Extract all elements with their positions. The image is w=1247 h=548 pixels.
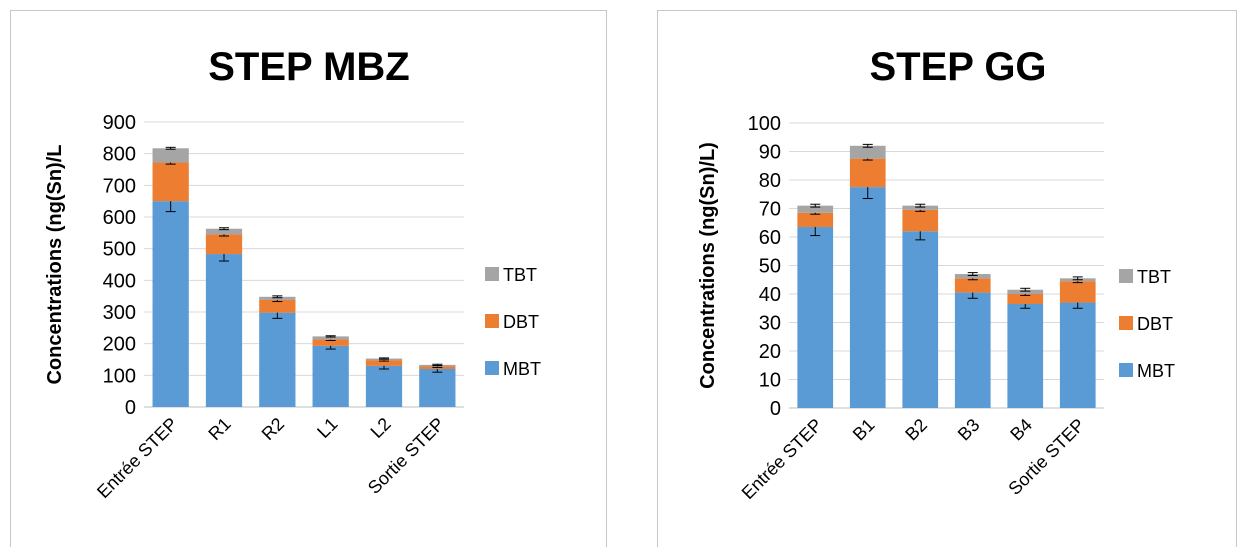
bar-dbt-1 [205,234,243,255]
x-tick-label: Entrée STEP [93,414,181,502]
bar-dbt-2 [902,209,939,232]
legend-label-tbt: TBT [503,265,537,285]
chart-panel-gg: STEP GG Concentrations (ng(Sn)/L) 0 10 20 30 4… [657,10,1237,547]
bar-dbt-0 [797,212,834,228]
x-tick-label: L2 [367,414,395,442]
bar-tbt-1 [849,145,886,159]
y-tick-label: 700 [103,175,136,197]
chart-title: STEP MBZ [208,45,410,89]
bar-tbt-0 [797,205,834,213]
bar-mbt-1 [205,254,243,407]
legend-label-tbt: TBT [1137,267,1171,287]
x-tick-label: L1 [313,414,341,442]
y-tick-label: 100 [103,365,136,387]
y-axis-label: Concentrations (ng(Sn)/L) [697,142,719,389]
bar-dbt-4 [365,360,403,366]
x-tick-label: Entrée STEP [738,415,826,503]
bar-mbt-2 [259,312,296,407]
bar-dbt-2 [259,299,296,313]
y-tick-label: 60 [759,227,781,249]
bar-tbt-2 [902,205,939,210]
y-tick-label: 70 [759,199,781,221]
bar-dbt-1 [849,158,886,188]
y-tick-label: 900 [103,112,136,134]
legend-swatch-tbt [485,267,499,281]
y-tick-label: 100 [748,113,781,135]
y-tick-label: 40 [759,284,781,306]
y-tick-label: 800 [103,144,136,166]
y-tick-label: 10 [759,370,781,392]
bar-tbt-4 [1007,289,1044,294]
y-tick-label: 600 [103,207,136,229]
legend-label-mbt: MBT [503,359,541,379]
bar-mbt-4 [365,365,403,407]
bar-mbt-3 [312,345,349,407]
y-tick-label: 400 [103,270,136,292]
chart-panel-mbz: STEP MBZ Concentrations (ng(Sn)/L 0 100 200 3… [10,10,607,547]
x-tick-label: B2 [901,415,931,445]
bar-dbt-3 [954,278,991,293]
y-tick-label: 30 [759,313,781,335]
bar-tbt-3 [954,274,991,279]
bar-mbt-4 [1007,303,1044,408]
legend-label-dbt: DBT [1137,314,1173,334]
x-tick-label: B1 [849,415,879,445]
bar-tbt-3 [312,336,349,340]
bar-dbt-5 [1059,281,1096,303]
legend-label-dbt: DBT [503,312,539,332]
legend-swatch-tbt [1119,269,1133,283]
legend-swatch-dbt [1119,316,1133,330]
bar-dbt-0 [152,162,189,202]
legend-label-mbt: MBT [1137,361,1175,381]
bar-tbt-1 [205,228,243,235]
y-tick-label: 50 [759,256,781,278]
legend-swatch-mbt [485,361,499,375]
x-tick-label: R1 [204,414,234,444]
y-tick-label: 0 [125,397,136,419]
bar-mbt-0 [797,227,834,408]
y-tick-label: 200 [103,334,136,356]
legend-swatch-dbt [485,314,499,328]
bar-mbt-1 [849,187,886,408]
bar-dbt-4 [1007,294,1044,304]
legend-swatch-mbt [1119,363,1133,377]
bar-tbt-0 [152,148,189,163]
bar-mbt-5 [419,369,456,407]
y-tick-label: 90 [759,142,781,164]
chart-title: STEP GG [869,45,1046,89]
y-tick-label: 300 [103,302,136,324]
bar-mbt-0 [152,201,189,407]
x-tick-label: R2 [258,414,288,444]
bar-mbt-2 [902,231,939,408]
y-axis-label: Concentrations (ng(Sn)/L [44,145,66,385]
bar-mbt-3 [954,292,991,408]
x-tick-label: B3 [954,415,984,445]
y-tick-label: 500 [103,239,136,261]
y-tick-label: 80 [759,170,781,192]
bar-tbt-2 [259,296,296,300]
bar-mbt-5 [1059,302,1096,408]
y-tick-label: 20 [759,341,781,363]
x-tick-label: B4 [1006,415,1036,445]
bar-dbt-3 [312,339,349,346]
chart-mbz: STEP MBZ Concentrations (ng(Sn)/L 0 100 200 3… [44,45,541,502]
chart-gg: STEP GG Concentrations (ng(Sn)/L) 0 10 20 30 4… [697,45,1175,503]
y-tick-label: 0 [770,398,781,420]
